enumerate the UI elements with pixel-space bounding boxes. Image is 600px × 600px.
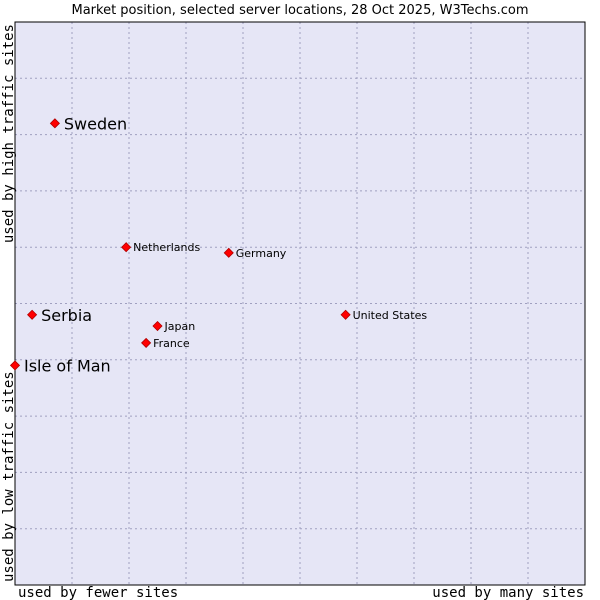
- point-france: France: [141, 337, 190, 350]
- point-label-serbia: Serbia: [41, 306, 92, 325]
- point-label-france: France: [153, 337, 190, 350]
- marker-france: [141, 337, 152, 348]
- y-axis-label-low: used by low traffic sites: [1, 371, 17, 582]
- point-label-japan: Japan: [164, 320, 196, 333]
- data-points: Sweden Netherlands Germany Serbia United Sta…: [9, 114, 428, 375]
- point-japan: Japan: [152, 320, 196, 333]
- point-germany: Germany: [223, 247, 287, 260]
- grid-lines: [15, 22, 585, 585]
- marker-serbia: [27, 309, 38, 320]
- point-label-sweden: Sweden: [64, 114, 127, 133]
- point-united-states: United States: [340, 309, 428, 322]
- marker-japan: [152, 320, 163, 332]
- marker-netherlands: [121, 242, 132, 253]
- point-serbia: Serbia: [27, 306, 92, 325]
- point-label-netherlands: Netherlands: [133, 241, 200, 254]
- x-axis-label-left: used by fewer sites: [18, 585, 178, 600]
- point-sweden: Sweden: [49, 114, 127, 133]
- point-isle-of-man: Isle of Man: [9, 356, 111, 375]
- marker-sweden: [49, 118, 60, 129]
- point-netherlands: Netherlands: [121, 241, 200, 254]
- marker-isle-of-man: [9, 360, 21, 371]
- point-label-germany: Germany: [236, 247, 287, 260]
- chart-title: Market position, selected server locatio…: [71, 3, 528, 18]
- plot-border: [14, 21, 586, 586]
- marker-germany: [223, 247, 234, 258]
- x-axis-label-right: used by many sites: [432, 585, 584, 600]
- point-label-united-states: United States: [353, 309, 428, 322]
- marker-united-states: [340, 309, 351, 320]
- point-label-isle-of-man: Isle of Man: [24, 356, 111, 375]
- y-axis-label-high: used by high traffic sites: [1, 24, 17, 243]
